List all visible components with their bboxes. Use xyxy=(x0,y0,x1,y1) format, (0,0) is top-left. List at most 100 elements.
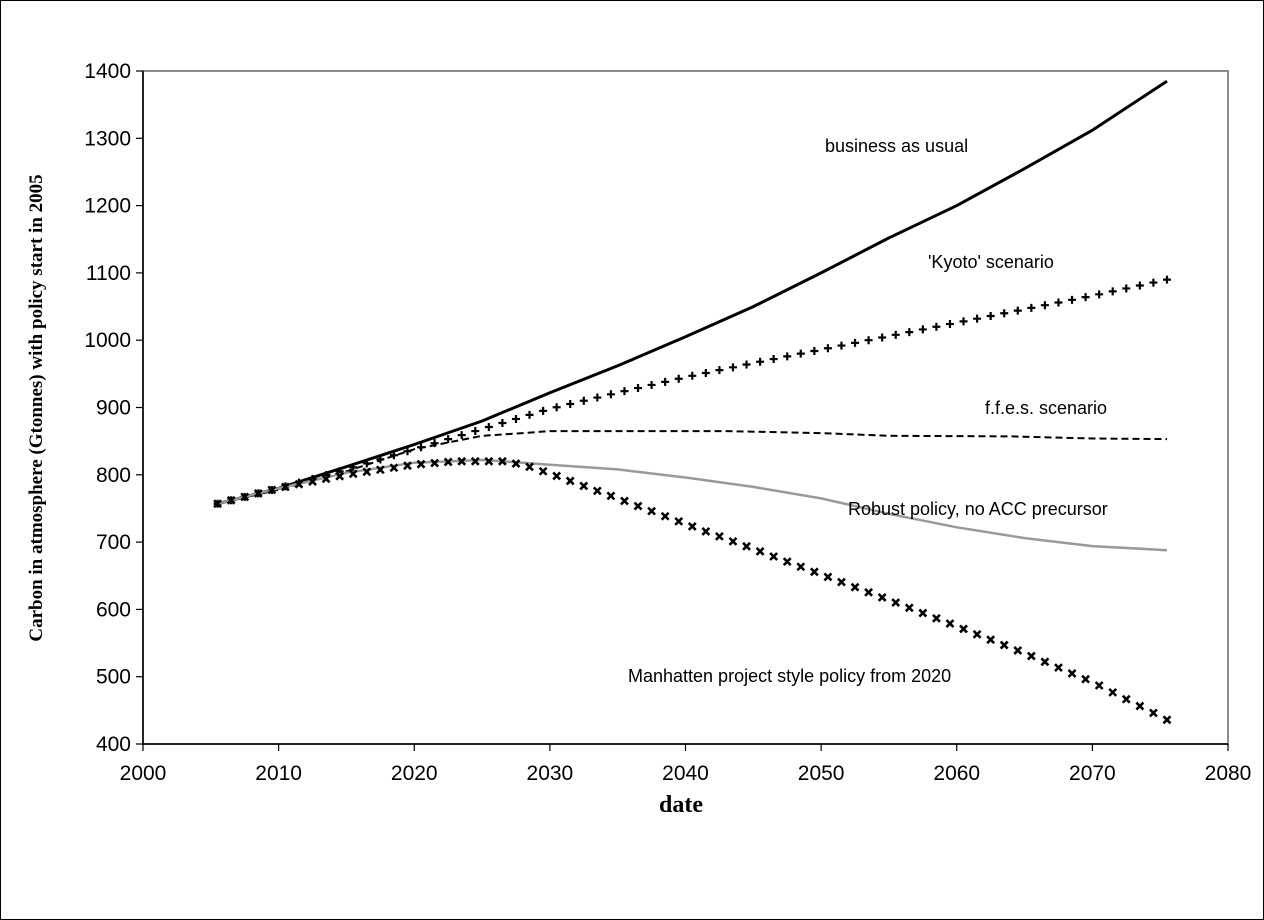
annotation-kyoto: 'Kyoto' scenario xyxy=(928,252,1054,272)
y-tick-label: 1300 xyxy=(84,127,131,150)
series-point xyxy=(335,471,345,481)
series-point xyxy=(606,491,616,501)
y-axis-title: Carbon in atmosphere (Gtonnes) with poli… xyxy=(26,174,47,641)
y-tick-label: 1200 xyxy=(84,195,131,218)
series-point xyxy=(701,368,710,377)
series-point xyxy=(620,387,629,396)
series-point xyxy=(470,456,480,466)
series-point xyxy=(1162,275,1171,284)
series-point xyxy=(1081,674,1091,684)
series-point xyxy=(959,317,968,326)
series-point xyxy=(1013,306,1022,315)
series-point xyxy=(851,338,860,347)
series-line xyxy=(217,79,1168,506)
annotation-robust: Robust policy, no ACC precursor xyxy=(848,499,1108,519)
series-kyoto-scenario xyxy=(213,275,1171,508)
series-point xyxy=(783,352,792,361)
series-point xyxy=(769,355,778,364)
x-tick-label: 2000 xyxy=(120,762,167,785)
x-tick-label: 2080 xyxy=(1205,762,1252,785)
series-point xyxy=(687,521,697,531)
series-point xyxy=(878,333,887,342)
series-point xyxy=(674,516,684,526)
series-point xyxy=(647,380,656,389)
x-tick-label: 2060 xyxy=(933,762,980,785)
series-point xyxy=(891,330,900,339)
series-point xyxy=(1094,681,1104,690)
series-point xyxy=(1108,687,1118,697)
series-point xyxy=(918,325,927,334)
series-manhatten-project-style-policy-from-2020 xyxy=(213,456,1172,725)
series-line xyxy=(217,458,1168,552)
series-point xyxy=(904,603,914,613)
series-point xyxy=(1054,663,1063,673)
series-point xyxy=(945,320,954,329)
series-point xyxy=(579,481,589,491)
series-point xyxy=(267,485,277,495)
y-tick-label: 1100 xyxy=(86,262,131,285)
x-tick-label: 2050 xyxy=(798,762,845,785)
series-point xyxy=(728,363,737,372)
series-point xyxy=(538,466,548,476)
series-point xyxy=(1054,298,1063,307)
series-point xyxy=(579,396,588,405)
series-point xyxy=(1135,281,1144,290)
series-point xyxy=(1081,293,1090,302)
series-point xyxy=(809,567,819,577)
series-point xyxy=(443,457,453,467)
series-point xyxy=(321,474,331,484)
series-point xyxy=(592,486,602,496)
series-point xyxy=(661,377,670,386)
series-point xyxy=(728,536,738,546)
series-point xyxy=(782,557,792,567)
series-point xyxy=(1149,278,1158,287)
series-point xyxy=(1027,303,1036,312)
series-point xyxy=(932,322,941,331)
series-point xyxy=(484,456,494,466)
y-tick-label: 400 xyxy=(96,733,131,756)
series-point xyxy=(471,427,480,436)
series-point xyxy=(1121,694,1131,704)
series-point xyxy=(850,582,860,592)
series-point xyxy=(660,511,670,521)
series-point xyxy=(348,469,358,479)
series-point xyxy=(457,456,467,466)
x-tick-label: 2070 xyxy=(1069,762,1116,785)
series-point xyxy=(1000,309,1009,318)
series-point xyxy=(403,461,412,471)
series-point xyxy=(634,384,643,393)
series-point xyxy=(837,577,846,587)
series-point xyxy=(552,471,562,481)
series-point xyxy=(931,613,941,623)
series-point xyxy=(1122,284,1131,293)
series-point xyxy=(918,608,928,618)
series-point xyxy=(525,462,534,472)
series-point xyxy=(1067,668,1077,678)
y-tick-label: 900 xyxy=(96,397,131,420)
series-point xyxy=(620,496,629,506)
series-point xyxy=(1040,657,1050,667)
series-point xyxy=(416,459,426,469)
series-point xyxy=(280,482,290,492)
series-point xyxy=(972,629,982,639)
x-axis-title: date xyxy=(659,792,703,818)
series-point xyxy=(742,360,751,369)
series-point xyxy=(999,640,1009,650)
series-point xyxy=(633,501,643,511)
series-point xyxy=(444,435,453,444)
annotation-ffes: f.f.e.s. scenario xyxy=(985,398,1107,418)
series-point xyxy=(1108,287,1117,296)
series-point xyxy=(539,406,548,415)
y-tick-label: 600 xyxy=(96,598,131,621)
series-point xyxy=(511,459,521,469)
series-point xyxy=(959,624,968,634)
y-tick-label: 700 xyxy=(96,531,131,554)
series-point xyxy=(389,463,399,473)
annotation-business-as-usual: business as usual xyxy=(825,136,968,156)
series-point xyxy=(973,314,982,323)
series-point xyxy=(647,506,657,516)
series-point xyxy=(986,311,995,320)
series-point xyxy=(769,552,779,561)
series-line xyxy=(217,430,1168,505)
